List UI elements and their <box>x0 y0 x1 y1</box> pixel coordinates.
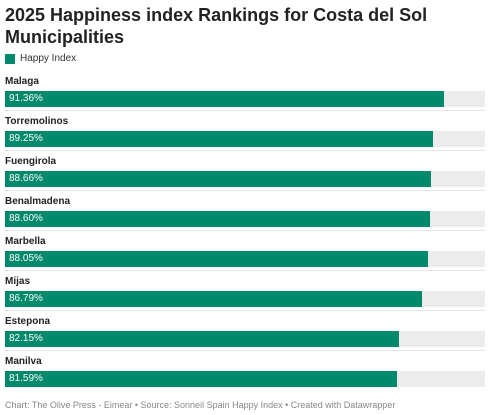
data-label: 88.05% <box>9 253 43 264</box>
category-label: Malaga <box>5 76 39 87</box>
category-label: Fuengirola <box>5 156 57 167</box>
row-divider <box>5 110 485 111</box>
row-divider <box>5 150 485 151</box>
bar <box>5 251 428 267</box>
data-label: 82.15% <box>9 333 43 344</box>
category-label: Torremolinos <box>5 116 69 127</box>
data-label: 88.66% <box>9 173 43 184</box>
bar <box>5 91 444 107</box>
bar <box>5 331 400 347</box>
category-label: Mijas <box>5 276 31 287</box>
chart-title: 2025 Happiness index Rankings for Costa … <box>5 5 428 47</box>
bar <box>5 211 431 227</box>
data-label: 86.79% <box>9 293 43 304</box>
row-divider <box>5 190 485 191</box>
bar <box>5 291 422 307</box>
bar <box>5 371 397 387</box>
legend: Happy Index <box>5 53 76 64</box>
bar <box>5 131 434 147</box>
data-label: 91.36% <box>9 93 43 104</box>
data-label: 81.59% <box>9 373 43 384</box>
data-label: 89.25% <box>9 133 43 144</box>
row-divider <box>5 270 485 271</box>
legend-swatch <box>5 53 15 64</box>
data-label: 88.60% <box>9 213 43 224</box>
bar <box>5 171 431 187</box>
chart-footer: Chart: The Olive Press - Eimear • Source… <box>5 400 396 410</box>
row-divider <box>5 310 485 311</box>
category-label: Benalmadena <box>5 196 71 207</box>
legend-label: Happy Index <box>20 53 77 64</box>
category-label: Marbella <box>5 236 46 247</box>
category-label: Estepona <box>5 316 51 327</box>
row-divider <box>5 230 485 231</box>
category-label: Manilva <box>5 356 42 367</box>
row-divider <box>5 350 485 351</box>
